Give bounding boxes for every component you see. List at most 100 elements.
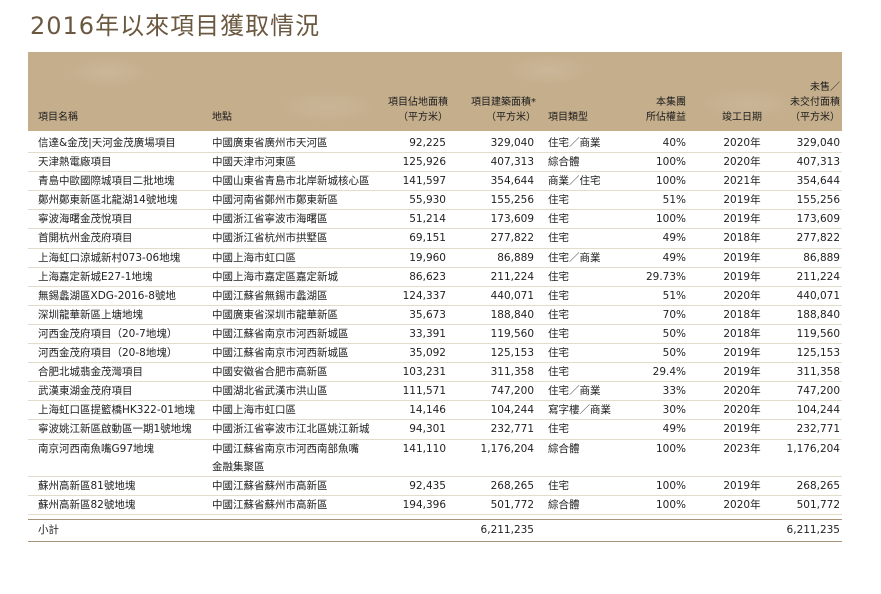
gross-floor-area: 354,644 bbox=[490, 175, 534, 188]
gross-floor-area: 440,071 bbox=[490, 289, 534, 302]
site-area: 19,960 bbox=[409, 251, 446, 264]
project-location: 中國廣東省深圳市龍華新區 bbox=[212, 308, 338, 321]
project-name: 武漢東湖金茂府項目 bbox=[38, 385, 133, 398]
unsold-area: 329,040 bbox=[796, 137, 840, 149]
gross-floor-area: 173,609 bbox=[490, 213, 534, 226]
group-share: 100% bbox=[655, 156, 686, 169]
group-share: 100% bbox=[655, 213, 686, 226]
table-row: 首開杭州金茂府項目 中國浙江省杭州市拱墅區 69,151 277,822 住宅 49% 20… bbox=[28, 229, 842, 249]
project-location: 中國浙江省寧波市海曙區 bbox=[212, 213, 328, 226]
group-share: 100% bbox=[655, 175, 686, 188]
project-type: 綜合體 bbox=[548, 442, 580, 455]
project-type: 綜合體 bbox=[548, 498, 580, 511]
completion-year: 2018年 bbox=[723, 327, 761, 340]
project-type: 住宅／商業 bbox=[548, 251, 601, 264]
project-name: 深圳龍華新區上塘地塊 bbox=[38, 308, 143, 321]
total-label: 小計 bbox=[38, 523, 59, 536]
gross-floor-area: 268,265 bbox=[490, 479, 534, 492]
project-type: 住宅 bbox=[548, 213, 569, 226]
project-type: 住宅 bbox=[548, 289, 569, 302]
project-location: 中國浙江省杭州市拱墅區 bbox=[212, 232, 328, 245]
table-row: 寧波姚江新區啟動區一期1號地塊 中國浙江省寧波市江北區姚江新城 94,301 232,… bbox=[28, 420, 842, 440]
project-name: 上海虹口涼城新村073-06地塊 bbox=[38, 251, 181, 264]
project-name: 上海嘉定新城E27-1地塊 bbox=[38, 270, 153, 283]
unsold-area: 188,840 bbox=[796, 308, 840, 321]
header-unsold: 未售／ 未交付面積 （平方米） bbox=[790, 82, 840, 123]
gross-floor-area: 501,772 bbox=[490, 498, 534, 511]
site-area: 86,623 bbox=[409, 270, 446, 283]
site-area: 141,597 bbox=[402, 175, 446, 188]
table-row: 信達&金茂|天河金茂廣場項目 中國廣東省廣州市天河區 92,225 329,040 住宅… bbox=[28, 134, 842, 154]
site-area: 35,092 bbox=[409, 347, 446, 360]
table-row: 河西金茂府項目（20-8地塊） 中國江蘇省南京市河西新城區 35,092 125,15… bbox=[28, 344, 842, 364]
project-location: 中國湖北省武漢市洪山區 bbox=[212, 385, 328, 398]
unsold-area: 86,889 bbox=[803, 251, 840, 264]
group-share: 29.73% bbox=[645, 270, 686, 283]
site-area: 103,231 bbox=[402, 366, 446, 379]
completion-year: 2019年 bbox=[723, 479, 761, 492]
site-area: 194,396 bbox=[402, 498, 446, 511]
group-share: 33% bbox=[662, 385, 686, 398]
gross-floor-area: 329,040 bbox=[490, 137, 534, 149]
table-row: 南京河西南魚嘴G97地塊 中國江蘇省南京市河西南部魚嘴 金融集聚區 141,110 1,… bbox=[28, 440, 842, 477]
unsold-area: 119,560 bbox=[796, 327, 840, 340]
project-name: 河西金茂府項目（20-8地塊） bbox=[38, 347, 178, 360]
completion-year: 2020年 bbox=[723, 137, 761, 149]
table-header: 項目名稱 地點 項目佔地面積 （平方米） 項目建築面積* （平方米） 項目類型 本集… bbox=[28, 52, 842, 131]
group-share: 40% bbox=[662, 137, 686, 149]
gross-floor-area: 232,771 bbox=[490, 423, 534, 436]
completion-year: 2018年 bbox=[723, 308, 761, 321]
completion-year: 2018年 bbox=[723, 232, 761, 245]
project-location: 中國浙江省寧波市江北區姚江新城 bbox=[212, 423, 370, 436]
site-area: 94,301 bbox=[409, 423, 446, 436]
group-share: 100% bbox=[655, 498, 686, 511]
unsold-area: 277,822 bbox=[796, 232, 840, 245]
gross-floor-area: 119,560 bbox=[490, 327, 534, 340]
gross-floor-area: 125,153 bbox=[490, 347, 534, 360]
site-area: 69,151 bbox=[409, 232, 446, 245]
completion-year: 2019年 bbox=[723, 194, 761, 207]
total-unsold: 6,211,235 bbox=[786, 523, 840, 536]
project-name: 無錫蠡湖區XDG-2016-8號地 bbox=[38, 289, 176, 302]
completion-year: 2019年 bbox=[723, 347, 761, 360]
site-area: 55,930 bbox=[409, 194, 446, 207]
completion-year: 2020年 bbox=[723, 404, 761, 417]
table-row: 武漢東湖金茂府項目 中國湖北省武漢市洪山區 111,571 747,200 住宅／商業 3… bbox=[28, 382, 842, 402]
group-share: 70% bbox=[662, 308, 686, 321]
gross-floor-area: 747,200 bbox=[490, 385, 534, 398]
project-location: 中國河南省鄭州市鄭東新區 bbox=[212, 194, 338, 207]
header-name: 項目名稱 bbox=[38, 112, 78, 123]
group-share: 49% bbox=[662, 251, 686, 264]
unsold-area: 311,358 bbox=[796, 366, 840, 379]
project-type: 寫字樓／商業 bbox=[548, 404, 611, 417]
project-name: 信達&金茂|天河金茂廣場項目 bbox=[38, 137, 176, 149]
site-area: 125,926 bbox=[402, 156, 446, 169]
project-name: 蘇州高新區82號地塊 bbox=[38, 498, 136, 511]
site-area: 14,146 bbox=[409, 404, 446, 417]
project-location: 中國江蘇省無錫市蠡湖區 bbox=[212, 289, 328, 302]
group-share: 30% bbox=[662, 404, 686, 417]
table-row: 上海虹口區提籃橋HK322-01地塊 中國上海市虹口區 14,146 104,244 寫… bbox=[28, 401, 842, 421]
project-location: 中國江蘇省蘇州市高新區 bbox=[212, 479, 328, 492]
unsold-area: 155,256 bbox=[796, 194, 840, 207]
unsold-area: 232,771 bbox=[796, 423, 840, 436]
unsold-area: 125,153 bbox=[796, 347, 840, 360]
table-row: 合肥北城翡金茂灣項目 中國安徽省合肥市高新區 103,231 311,358 住宅 29.… bbox=[28, 363, 842, 383]
page-title: 2016年以來項目獲取情況 bbox=[30, 12, 321, 40]
gross-floor-area: 1,176,204 bbox=[480, 442, 534, 455]
table-row: 無錫蠡湖區XDG-2016-8號地 中國江蘇省無錫市蠡湖區 124,337 440,0… bbox=[28, 287, 842, 306]
completion-year: 2023年 bbox=[723, 442, 761, 455]
project-type: 住宅／商業 bbox=[548, 385, 601, 398]
completion-year: 2019年 bbox=[723, 213, 761, 226]
project-name: 寧波海曙金茂悅項目 bbox=[38, 213, 133, 226]
total-gfa: 6,211,235 bbox=[480, 523, 534, 536]
table-row: 上海虹口涼城新村073-06地塊 中國上海市虹口區 19,960 86,889 住宅／商… bbox=[28, 249, 842, 268]
table-body: 信達&金茂|天河金茂廣場項目 中國廣東省廣州市天河區 92,225 329,040 住宅… bbox=[28, 134, 842, 515]
group-share: 51% bbox=[662, 194, 686, 207]
unsold-area: 173,609 bbox=[796, 213, 840, 226]
project-location: 中國上海市嘉定區嘉定新城 bbox=[212, 270, 338, 283]
project-type: 住宅 bbox=[548, 347, 569, 360]
project-location: 中國上海市虹口區 bbox=[212, 404, 296, 417]
unsold-area: 501,772 bbox=[796, 498, 840, 511]
group-share: 100% bbox=[655, 442, 686, 455]
